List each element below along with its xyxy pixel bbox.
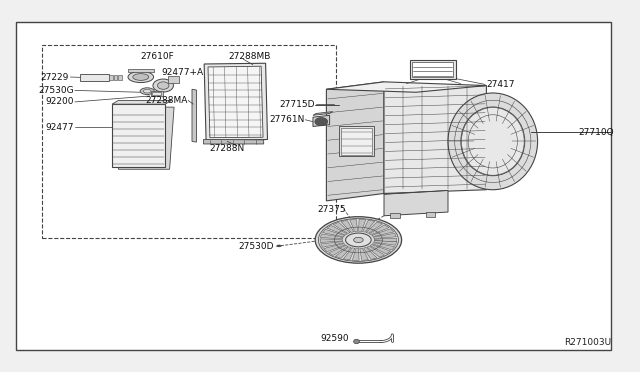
Bar (152, 92, 161, 95)
Polygon shape (335, 247, 351, 258)
Polygon shape (321, 241, 344, 247)
Text: 27710Q: 27710Q (579, 128, 614, 137)
Text: 92200: 92200 (45, 97, 74, 106)
Text: 27375: 27375 (317, 205, 346, 214)
Text: 27417: 27417 (486, 80, 515, 89)
Ellipse shape (143, 89, 151, 93)
Bar (341, 128, 372, 155)
Polygon shape (372, 243, 395, 250)
Ellipse shape (315, 118, 328, 126)
Bar (390, 213, 400, 218)
Text: 27610F: 27610F (140, 52, 173, 61)
Polygon shape (323, 230, 345, 237)
Text: 27229: 27229 (41, 73, 69, 81)
Ellipse shape (354, 237, 364, 243)
Polygon shape (360, 248, 369, 260)
Ellipse shape (354, 339, 360, 344)
Polygon shape (369, 225, 389, 235)
Polygon shape (362, 220, 374, 232)
Bar (410, 60, 456, 79)
Polygon shape (324, 244, 346, 252)
Polygon shape (204, 140, 264, 144)
Ellipse shape (128, 71, 154, 83)
Polygon shape (327, 225, 347, 235)
Polygon shape (320, 234, 343, 239)
Polygon shape (372, 229, 394, 237)
Polygon shape (118, 107, 174, 169)
Polygon shape (358, 219, 365, 231)
Polygon shape (367, 246, 385, 257)
Polygon shape (326, 82, 486, 92)
Text: R271003U: R271003U (564, 338, 611, 347)
Polygon shape (204, 63, 268, 140)
Text: 27715D: 27715D (280, 100, 315, 109)
Polygon shape (374, 233, 396, 238)
Polygon shape (366, 222, 383, 233)
Polygon shape (208, 66, 263, 138)
Text: 92590: 92590 (320, 334, 349, 343)
Text: 27530D: 27530D (239, 242, 274, 251)
Ellipse shape (157, 82, 169, 89)
Polygon shape (313, 112, 333, 115)
Polygon shape (374, 238, 397, 242)
Polygon shape (320, 239, 342, 243)
Text: 27761N: 27761N (269, 115, 305, 124)
Ellipse shape (133, 74, 149, 80)
Bar (412, 62, 453, 77)
Polygon shape (344, 248, 355, 260)
Bar (114, 75, 117, 80)
Polygon shape (313, 115, 330, 126)
Polygon shape (384, 190, 448, 216)
Bar (16, 22, 611, 350)
Polygon shape (112, 100, 172, 104)
Polygon shape (341, 220, 354, 232)
Bar (109, 75, 113, 80)
Bar (151, 91, 163, 96)
Text: 27288MA: 27288MA (145, 96, 188, 105)
Ellipse shape (153, 79, 173, 92)
Ellipse shape (346, 233, 371, 247)
Text: 27288N: 27288N (209, 144, 245, 153)
Polygon shape (364, 247, 377, 259)
Text: 27530G: 27530G (38, 86, 74, 95)
Polygon shape (333, 222, 350, 234)
Ellipse shape (316, 217, 402, 263)
Ellipse shape (140, 88, 154, 94)
Polygon shape (384, 86, 486, 193)
Bar (42, 45, 336, 238)
Polygon shape (350, 219, 358, 232)
Polygon shape (326, 82, 384, 201)
Bar (80, 74, 109, 81)
Polygon shape (353, 248, 359, 260)
Polygon shape (370, 245, 390, 254)
Bar (426, 212, 435, 217)
Bar (339, 126, 374, 156)
Polygon shape (192, 89, 196, 142)
Text: 92477: 92477 (45, 123, 74, 132)
Ellipse shape (461, 107, 525, 176)
Polygon shape (374, 241, 397, 245)
Bar (128, 69, 154, 72)
Polygon shape (328, 245, 348, 256)
Ellipse shape (448, 93, 538, 190)
Text: 27288MB: 27288MB (228, 52, 271, 61)
Text: 92477+A: 92477+A (161, 68, 204, 77)
Polygon shape (112, 104, 165, 167)
Ellipse shape (276, 245, 282, 247)
Bar (118, 75, 122, 80)
Bar (168, 76, 179, 83)
